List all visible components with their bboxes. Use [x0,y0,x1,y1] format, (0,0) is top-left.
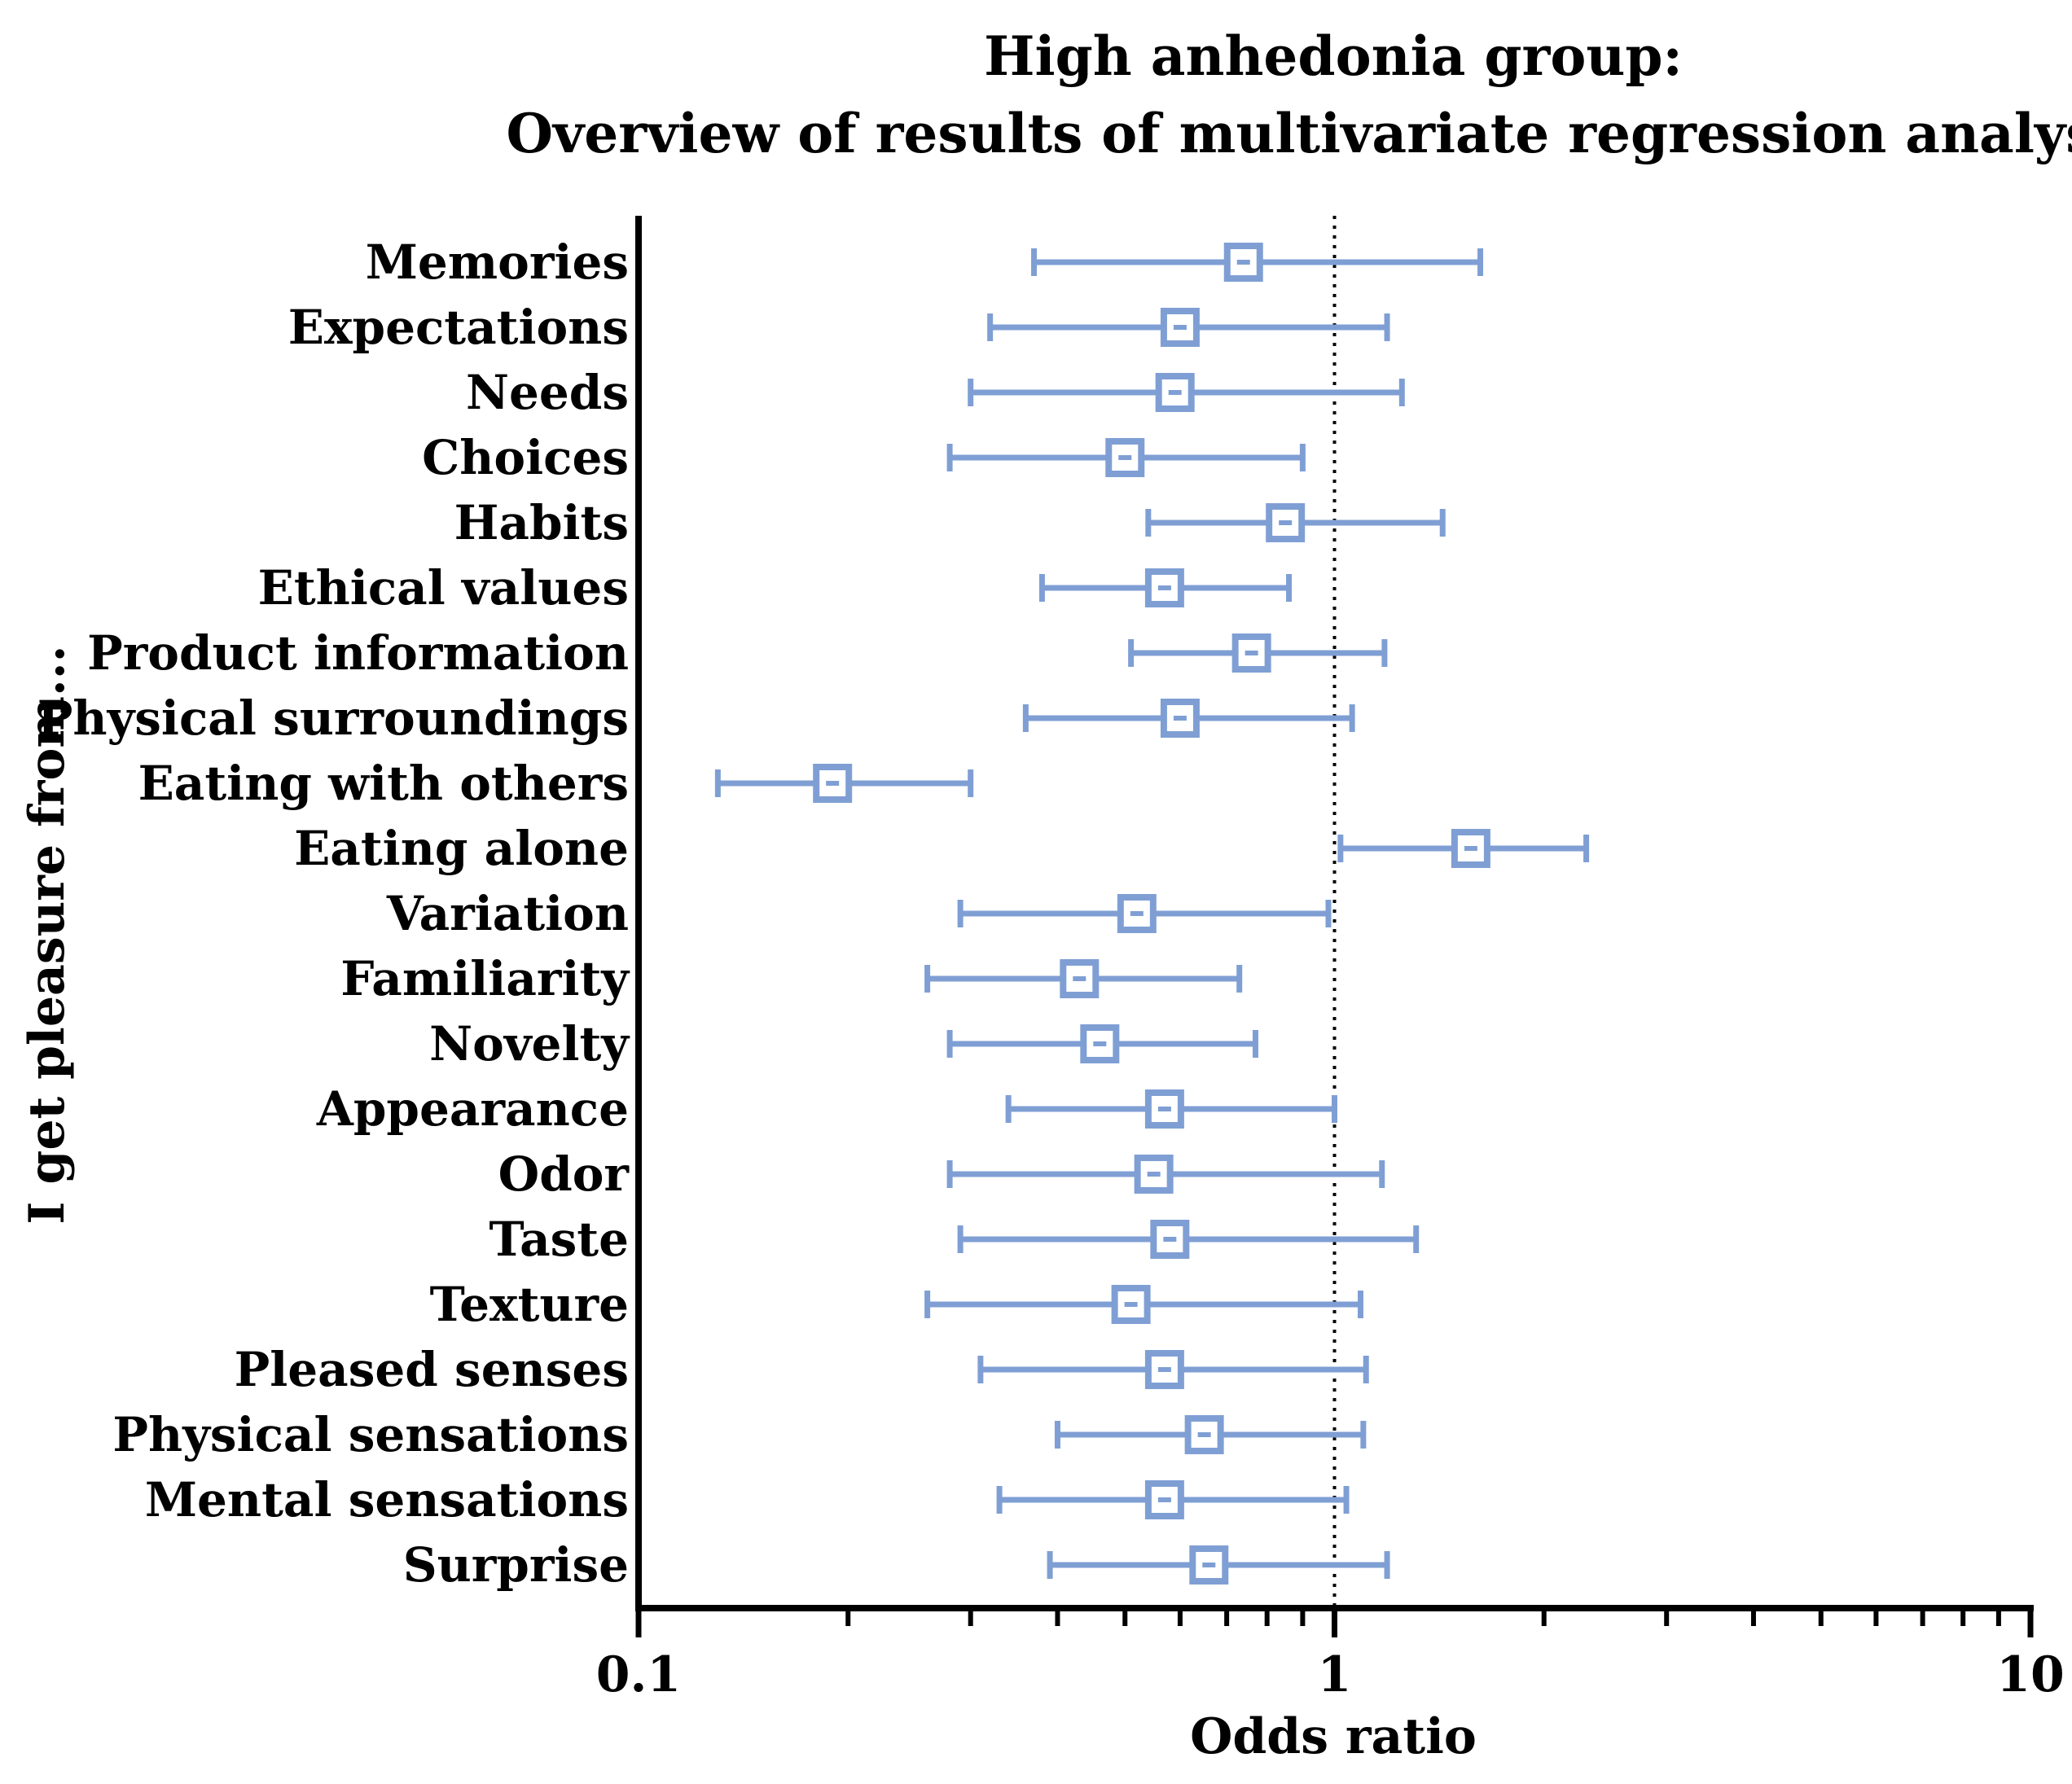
category-label: Memories [366,235,629,290]
x-tick-label: 10 [1996,1646,2065,1703]
category-label: Pleased senses [235,1342,629,1397]
category-label: Eating with others [138,756,629,811]
odds-ratio-marker [1155,373,1195,412]
chart-title: High anhedonia group: [984,24,1683,88]
category-label: Surprise [403,1537,629,1593]
x-tick-label: 0.1 [596,1646,681,1703]
plot-area: 0.1 1 10 Memories Expectations Needs Choices Ha… [37,216,2065,1703]
category-label: Texture [430,1277,629,1332]
category-label: Mental sensations [145,1472,629,1528]
category-label: Novelty [429,1016,630,1072]
category-label: Habits [454,495,629,550]
x-axis-label: Odds ratio [1190,1708,1477,1765]
odds-ratio-marker [1231,633,1271,673]
odds-ratio-marker [1060,959,1100,998]
category-label: Odor [498,1146,630,1202]
odds-ratio-marker [1080,1024,1120,1063]
odds-ratio-marker [1134,1155,1174,1194]
category-label: Ethical values [258,560,629,616]
category-label: Expectations [288,300,629,355]
odds-ratio-marker [1144,1480,1184,1519]
category-label: Familiarity [340,951,630,1006]
chart-subtitle: Overview of results of multivariate regr… [506,102,2072,165]
y-axis-label: I get pleasure from... [19,645,76,1224]
category-label: Physical surroundings [37,690,629,746]
category-label: Choices [422,430,629,485]
category-label: Eating alone [294,821,629,876]
category-label: Needs [466,365,629,420]
x-tick-label: 1 [1318,1646,1352,1703]
odds-ratio-marker [1144,568,1184,607]
odds-ratio-marker [1266,503,1306,542]
category-label: Appearance [316,1081,629,1137]
odds-ratio-marker [1160,699,1200,738]
category-label: Product information [87,625,629,681]
category-label: Taste [489,1212,629,1267]
category-label: Physical sensations [112,1407,629,1462]
category-label: Variation [386,886,629,941]
